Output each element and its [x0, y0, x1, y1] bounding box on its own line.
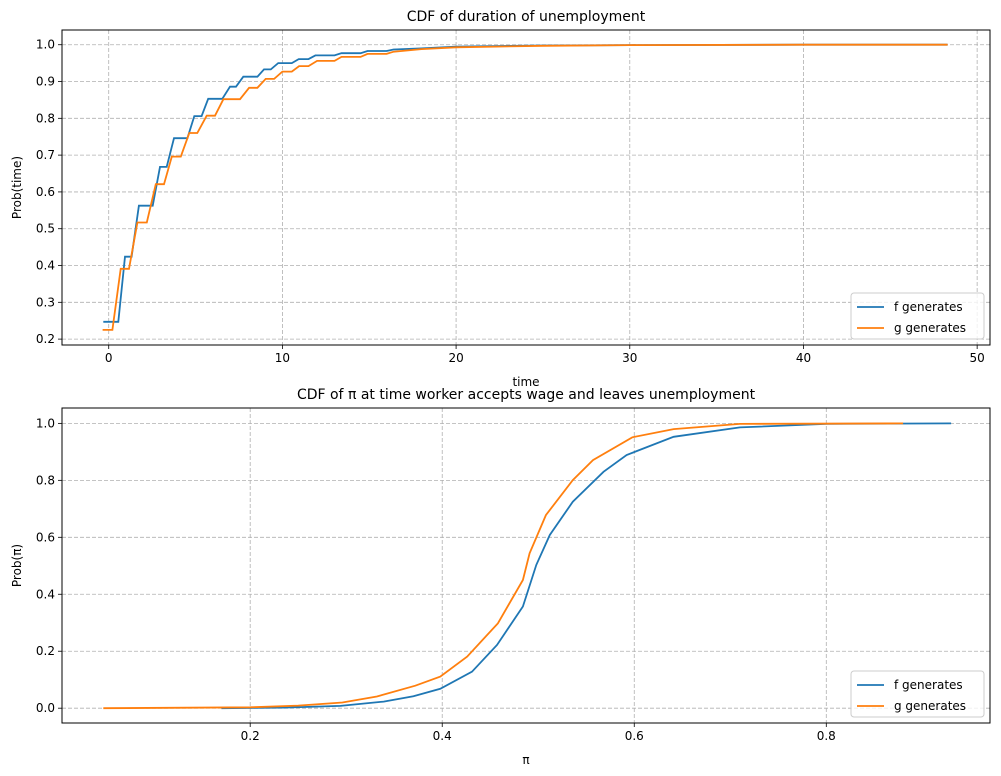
x-tick-label: 20 [448, 351, 463, 365]
x-tick-label: 0.2 [241, 729, 260, 743]
y-tick-label: 0.6 [36, 185, 55, 199]
y-tick-label: 0.5 [36, 222, 55, 236]
y-tick-label: 1.0 [36, 416, 55, 430]
legend: f generates g generates [850, 292, 985, 340]
x-axis-label: π [522, 753, 529, 767]
y-tick-label: 1.0 [36, 38, 55, 52]
y-tick-label: 0.8 [36, 473, 55, 487]
y-axis-label: Prob(π) [10, 544, 24, 587]
x-tick-label: 0 [105, 351, 113, 365]
x-tick-label: 40 [796, 351, 811, 365]
axes-frame [61, 407, 991, 724]
chart-title: CDF of π at time worker accepts wage and… [297, 387, 756, 403]
x-tick-label: 30 [622, 351, 637, 365]
x-tick-label: 10 [275, 351, 290, 365]
series-line-f [103, 43, 948, 323]
legend-label: f generates [894, 678, 963, 692]
y-tick-label: 0.0 [36, 701, 55, 715]
y-tick-label: 0.8 [36, 111, 55, 125]
y-tick-label: 0.7 [36, 148, 55, 162]
legend-box [850, 292, 985, 340]
series-line-f [221, 422, 952, 710]
y-tick-label: 0.2 [36, 644, 55, 658]
axes-frame [61, 29, 991, 346]
chart-1: 0 10 20 30 40 50 0.2 0.3 0.4 0.5 0.6 0.7 0.8 0.9 1.0 CD… [10, 9, 991, 389]
chart-title: CDF of duration of unemployment [407, 9, 646, 25]
x-axis-label: time [512, 375, 539, 389]
legend-label: g generates [894, 699, 966, 713]
chart-2: 0.2 0.4 0.6 0.8 0.0 0.2 0.4 0.6 0.8 1.0 CDF of π a… [10, 387, 991, 767]
legend-box [850, 670, 985, 718]
y-axis-label: Prob(time) [10, 156, 24, 219]
x-tick-label: 0.4 [433, 729, 452, 743]
y-tick-label: 0.2 [36, 332, 55, 346]
x-tick-label: 50 [970, 351, 985, 365]
series-line-g [102, 43, 948, 331]
legend: f generates g generates [850, 670, 985, 718]
y-tick-label: 0.4 [36, 587, 55, 601]
y-tick-label: 0.4 [36, 259, 55, 273]
y-tick-label: 0.9 [36, 75, 55, 89]
y-tick-label: 0.3 [36, 295, 55, 309]
y-tick-label: 0.6 [36, 530, 55, 544]
x-tick-label: 0.8 [817, 729, 836, 743]
x-tick-label: 0.6 [625, 729, 644, 743]
series-line-g [103, 422, 904, 710]
legend-label: f generates [894, 300, 963, 314]
legend-label: g generates [894, 321, 966, 335]
